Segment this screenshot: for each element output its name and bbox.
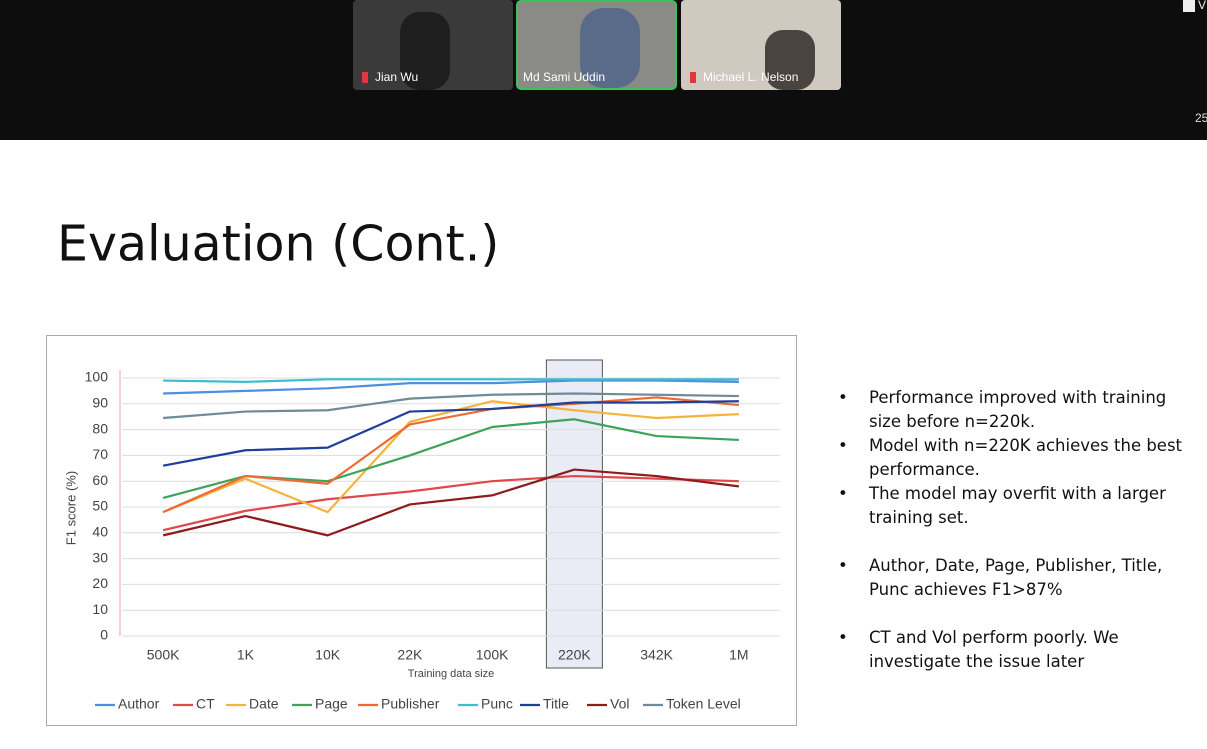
x-tick-label: 100K xyxy=(476,647,509,663)
bullet: Model with n=220K achieves the best perf… xyxy=(838,434,1183,482)
series-line xyxy=(162,400,739,514)
x-tick-label: 342K xyxy=(640,647,673,663)
x-axis-label: Training data size xyxy=(408,668,494,680)
y-tick-label: 0 xyxy=(100,627,108,643)
chart-frame xyxy=(46,335,797,726)
y-tick-label: 20 xyxy=(92,575,108,591)
series-line xyxy=(162,396,739,514)
x-tick-label: 10K xyxy=(315,647,341,663)
series-line xyxy=(162,468,740,537)
legend-label: Vol xyxy=(610,696,629,712)
series-line xyxy=(163,379,739,395)
y-tick-label: 40 xyxy=(92,524,108,540)
legend-label: Publisher xyxy=(381,696,440,712)
x-tick-label: 500K xyxy=(147,647,180,663)
legend-label: Page xyxy=(315,696,348,712)
x-tick-label: 22K xyxy=(397,647,423,663)
person xyxy=(580,8,640,88)
mute-icon xyxy=(690,72,696,83)
bullet: CT and Vol perform poorly. We investigat… xyxy=(838,626,1183,674)
video-tile[interactable]: Michael L. Nelson xyxy=(681,0,841,90)
bullet: Author, Date, Page, Publisher, Title, Pu… xyxy=(838,554,1183,602)
y-tick-label: 30 xyxy=(92,549,108,565)
y-tick-label: 90 xyxy=(92,395,108,411)
toolbar-label: V xyxy=(1198,0,1206,12)
legend-label: Token Level xyxy=(666,696,741,712)
participant-name: Jian Wu xyxy=(375,70,418,84)
person xyxy=(400,12,450,90)
y-tick-label: 100 xyxy=(85,369,109,385)
legend-label: CT xyxy=(196,696,215,712)
legend-label: Date xyxy=(249,696,279,712)
y-tick-label: 70 xyxy=(92,446,108,462)
bullet: The model may overfit with a larger trai… xyxy=(838,482,1183,530)
toolbar-icon[interactable] xyxy=(1183,0,1195,12)
mute-icon xyxy=(362,72,368,83)
highlight-box xyxy=(545,359,603,669)
legend-label: Author xyxy=(118,696,160,712)
x-tick-label: 1K xyxy=(237,647,255,663)
y-axis-label: F1 score (%) xyxy=(63,471,78,545)
bullet-list: Performance improved with training size … xyxy=(838,386,1183,674)
series-line xyxy=(162,474,739,532)
x-tick-label: 220K xyxy=(558,647,591,663)
y-tick-label: 50 xyxy=(92,498,108,514)
series-line xyxy=(163,392,739,420)
y-tick-label: 80 xyxy=(92,420,108,436)
participant-name: Md Sami Uddin xyxy=(523,70,605,84)
legend-label: Punc xyxy=(481,696,513,712)
video-tile[interactable]: Md Sami Uddin xyxy=(516,0,677,90)
legend-label: Title xyxy=(543,696,569,712)
participant-name: Michael L. Nelson xyxy=(703,70,798,84)
video-tile[interactable]: Jian Wu xyxy=(353,0,513,90)
slide-title: Evaluation (Cont.) xyxy=(57,216,499,273)
bullet: Performance improved with training size … xyxy=(838,386,1183,434)
counter: 25 xyxy=(1195,111,1207,125)
series-line xyxy=(162,400,739,467)
person xyxy=(765,30,815,90)
series-line xyxy=(163,378,739,383)
y-tick-label: 60 xyxy=(92,472,108,488)
x-tick-label: 1M xyxy=(729,647,748,663)
y-tick-label: 10 xyxy=(92,601,108,617)
